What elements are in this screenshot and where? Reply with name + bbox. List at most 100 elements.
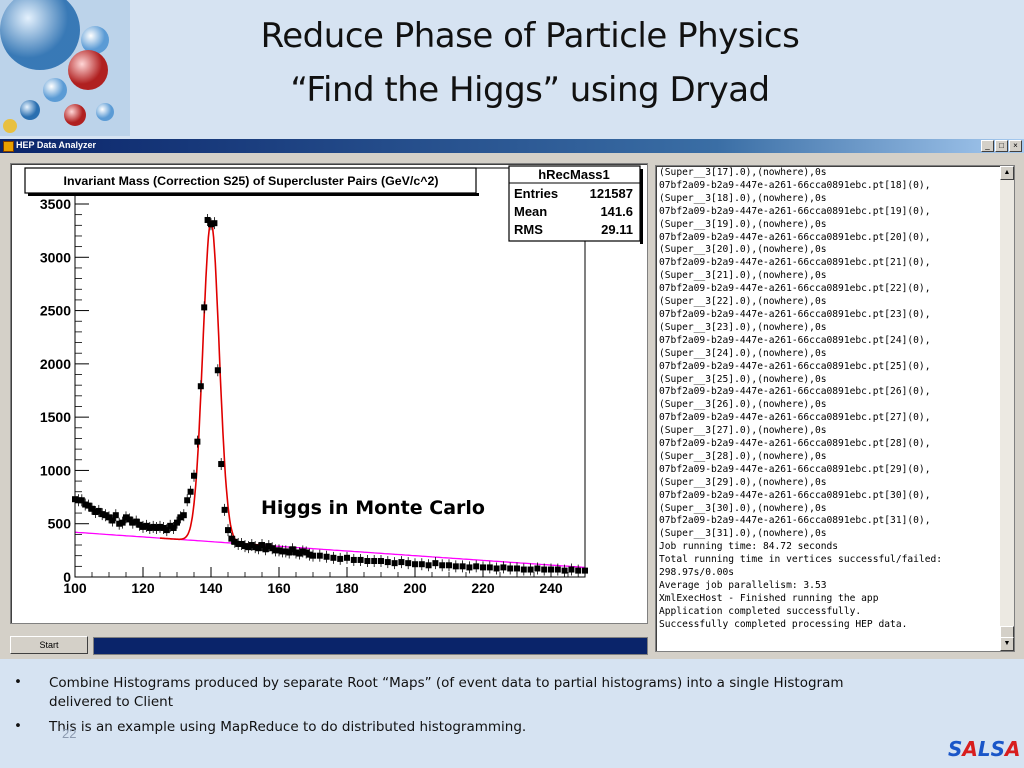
logo-letter: L <box>977 737 991 761</box>
data-point <box>269 545 276 552</box>
log-scrollbar[interactable]: ▲ ▼ <box>1000 166 1014 651</box>
data-point <box>412 561 418 568</box>
data-point <box>75 497 82 504</box>
data-point <box>299 548 306 555</box>
x-tick-label: 140 <box>199 580 223 596</box>
data-point <box>459 563 466 570</box>
x-tick-label: 240 <box>539 580 563 596</box>
stats-box <box>508 165 641 242</box>
chart-title: Invariant Mass (Correction S25) of Super… <box>64 174 439 188</box>
minimize-button[interactable]: _ <box>981 140 994 152</box>
data-point <box>316 552 323 559</box>
maximize-button[interactable]: □ <box>995 140 1008 152</box>
plot-frame <box>74 167 586 578</box>
logo-letter: A <box>1005 737 1021 761</box>
close-button[interactable]: × <box>1009 140 1022 152</box>
data-point <box>163 527 170 534</box>
data-point <box>561 567 568 574</box>
data-point <box>197 383 204 390</box>
data-point <box>514 565 520 572</box>
data-point <box>228 535 235 542</box>
x-tick-label: 180 <box>335 580 359 596</box>
data-point <box>177 514 184 521</box>
data-point <box>92 508 99 515</box>
decorative-orbs-graphic <box>0 0 130 136</box>
data-point <box>279 548 286 555</box>
data-point <box>187 488 194 495</box>
data-point <box>310 552 316 559</box>
data-point <box>78 497 85 504</box>
histogram-canvas[interactable]: 0 500 1000 1500 2000 2500 3000 3500 100 120 140 160… <box>10 163 648 624</box>
data-point <box>194 438 201 445</box>
logo-letter: S <box>990 737 1006 761</box>
x-tick-label: 120 <box>131 580 155 596</box>
data-point <box>425 562 432 569</box>
data-point <box>102 512 109 519</box>
data-point <box>221 506 228 513</box>
data-point <box>378 558 384 565</box>
data-point <box>357 556 364 563</box>
data-point <box>140 523 146 530</box>
chart-title-shadow <box>28 193 479 196</box>
stats-entries-value: 121587 <box>590 186 633 201</box>
stats-mean-label: Mean <box>514 204 547 219</box>
data-point <box>486 564 493 571</box>
y-tick-label: 1500 <box>40 409 71 425</box>
data-point <box>204 216 211 223</box>
data-point <box>133 518 140 525</box>
log-output-panel[interactable]: (Super__3[17].0),(nowhere),0s 07bf2a09-b… <box>655 165 1015 652</box>
y-tick-label: 3500 <box>40 196 71 212</box>
data-point <box>112 512 119 519</box>
data-point <box>405 560 412 567</box>
data-point <box>170 524 177 531</box>
bullet-text: Combine Histograms produced by separate … <box>49 675 844 710</box>
data-point <box>337 555 344 562</box>
data-point <box>446 562 452 569</box>
data-point <box>507 565 514 572</box>
window-title: HEP Data Analyzer <box>16 140 97 150</box>
data-point <box>99 511 106 518</box>
data-point <box>286 549 293 556</box>
scroll-up-button[interactable]: ▲ <box>1000 166 1014 180</box>
window-titlebar[interactable]: HEP Data Analyzer _ □ × <box>0 139 1024 153</box>
data-point <box>493 565 500 572</box>
data-point <box>231 538 238 545</box>
data-point <box>235 540 242 547</box>
bullet-text: This is an example using MapReduce to do… <box>49 719 527 735</box>
data-point <box>384 559 391 566</box>
data-point <box>160 524 167 531</box>
data-point <box>225 527 231 534</box>
stats-box-name: hRecMass1 <box>538 167 610 182</box>
data-point <box>500 564 507 571</box>
data-point <box>245 544 252 551</box>
progress-bar <box>93 637 648 655</box>
data-point <box>180 512 187 519</box>
x-tick-label: 100 <box>63 580 87 596</box>
y-tick-label: 2500 <box>40 303 71 319</box>
data-point <box>391 560 398 567</box>
x-tick-label: 220 <box>471 580 495 596</box>
data-point <box>323 553 330 560</box>
data-point <box>262 546 269 553</box>
scroll-down-button[interactable]: ▼ <box>1000 637 1014 651</box>
x-tick-label: 160 <box>267 580 291 596</box>
data-point <box>150 523 157 530</box>
background-fit-curve <box>74 531 586 569</box>
stats-box-shadow <box>640 169 643 244</box>
bullet-dot: • <box>14 674 22 690</box>
y-tick-label: 500 <box>48 516 72 532</box>
data-point <box>116 520 123 527</box>
data-point <box>398 559 405 566</box>
start-button[interactable]: Start <box>10 636 88 654</box>
data-point <box>184 497 191 504</box>
data-point <box>534 565 541 572</box>
data-point <box>157 523 163 530</box>
hep-data-analyzer-window: HEP Data Analyzer _ □ × 0 500 1000 1500 2000… <box>0 139 1024 659</box>
bullet-dot: • <box>14 718 22 734</box>
data-point <box>126 516 133 523</box>
stats-rms-value: 29.11 <box>601 222 633 237</box>
data-point <box>123 514 129 521</box>
data-point <box>582 567 588 574</box>
data-point <box>541 566 548 573</box>
data-point <box>248 542 255 549</box>
